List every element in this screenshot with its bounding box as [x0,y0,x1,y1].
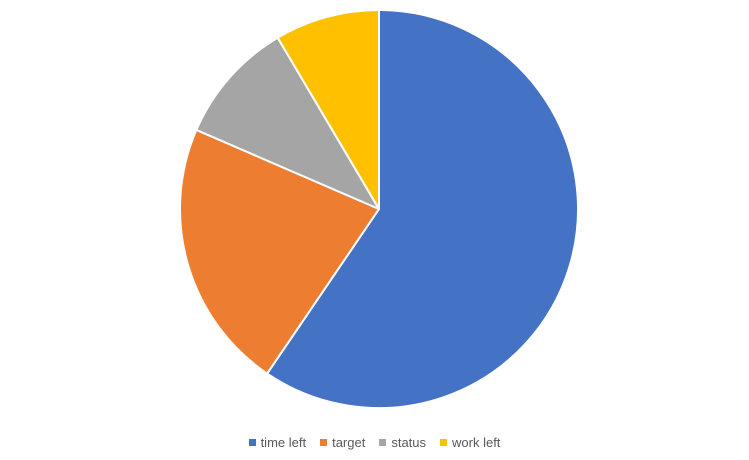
legend-item-status: status [379,435,426,450]
legend-swatch-time-left [248,438,256,446]
legend-label-time-left: time left [260,434,307,450]
legend-label-target: target [332,434,366,450]
pie-slice-work-left [276,9,380,210]
pie-slice-status [195,36,380,210]
pie-slice-time-left [266,9,579,409]
legend-swatch-work-left [440,438,448,446]
legend-item-work-left: work left [440,435,500,450]
legend-item-target: target [320,435,365,450]
legend-swatch-status [379,438,387,446]
legend-label-status: status [391,434,427,450]
legend-item-time-left: time left [248,434,307,450]
legend: time left target status work left [0,432,749,452]
legend-label-work-left: work left [452,434,501,450]
legend-swatch-target [320,438,328,446]
pie-slice-target [179,128,380,375]
